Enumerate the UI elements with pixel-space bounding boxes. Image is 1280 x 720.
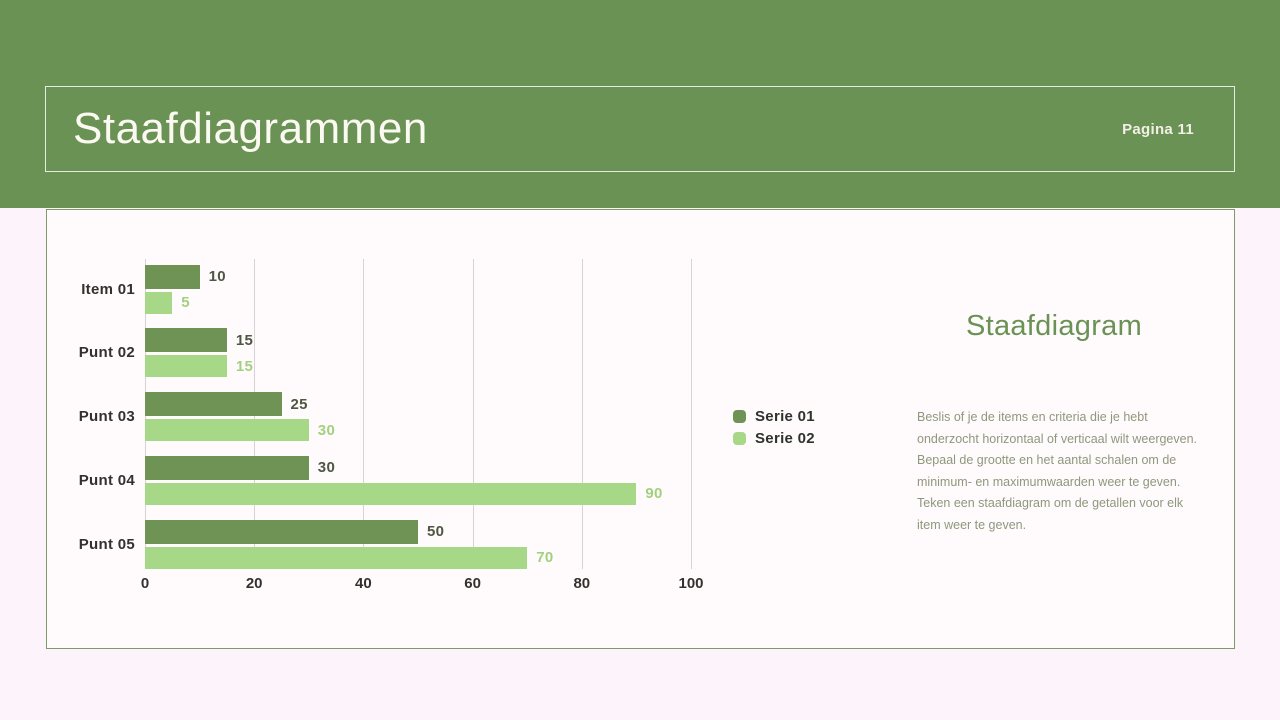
bar-row: 90 bbox=[145, 482, 663, 505]
bar-row: 5 bbox=[145, 291, 226, 314]
gridline bbox=[472, 259, 474, 569]
aside-paragraph: Beslis of je de items en criteria die je… bbox=[917, 410, 1198, 532]
value-label: 90 bbox=[645, 485, 663, 503]
value-label: 15 bbox=[235, 331, 254, 349]
x-axis: 0 20 40 60 80 100 bbox=[141, 575, 775, 595]
category-label: Item 01 bbox=[81, 280, 135, 298]
x-axis-tick-label: 80 bbox=[573, 575, 591, 592]
value-label: 30 bbox=[317, 459, 336, 477]
value-label: 5 bbox=[181, 294, 190, 311]
gridline bbox=[581, 259, 583, 569]
value-label: 10 bbox=[208, 268, 226, 285]
bar-row: 70 bbox=[145, 546, 554, 569]
bar-row: 30 bbox=[145, 455, 663, 480]
value-label: 70 bbox=[536, 549, 554, 567]
bar-serie-01 bbox=[145, 455, 309, 480]
bar-serie-01 bbox=[145, 392, 282, 417]
page-number: Pagina 11 bbox=[1122, 120, 1194, 138]
aside-heading: Staafdiagram bbox=[965, 310, 1143, 342]
value-label: 15 bbox=[235, 357, 254, 375]
bar-group: Punt 03 25 30 bbox=[79, 392, 336, 442]
x-axis-tick-label: 0 bbox=[140, 575, 150, 592]
bar-row: 10 bbox=[145, 264, 226, 289]
x-axis-tick-label: 20 bbox=[245, 575, 263, 592]
content-panel: Item 01 10 5 Punt 02 15 15 Punt 03 25 30 Punt 04 3… bbox=[46, 209, 1235, 649]
gridline bbox=[363, 259, 365, 569]
bar-serie-02 bbox=[145, 482, 637, 505]
bar-serie-01 bbox=[145, 519, 418, 544]
bar-row: 15 bbox=[145, 328, 254, 353]
bar-row: 50 bbox=[145, 519, 553, 544]
bar-group: Punt 04 30 90 bbox=[79, 455, 663, 505]
chart-legend: Serie 01 Serie 02 bbox=[733, 408, 815, 447]
value-label: 50 bbox=[427, 523, 445, 541]
bar-chart: Item 01 10 5 Punt 02 15 15 Punt 03 25 30 Punt 04 3… bbox=[79, 259, 692, 569]
bar-serie-02 bbox=[145, 355, 227, 378]
bar-serie-02 bbox=[145, 291, 173, 314]
title-box: Staafdiagrammen Pagina 11 bbox=[45, 86, 1235, 172]
legend-swatch-serie-02 bbox=[733, 432, 746, 445]
category-label: Punt 03 bbox=[78, 408, 135, 426]
legend-label: Serie 02 bbox=[755, 430, 815, 447]
header-band: Staafdiagrammen Pagina 11 bbox=[0, 0, 1280, 208]
category-label: Punt 05 bbox=[78, 535, 135, 553]
bar-serie-01 bbox=[145, 328, 227, 353]
bar-serie-02 bbox=[145, 546, 528, 569]
gridline bbox=[691, 259, 692, 569]
legend-label: Serie 01 bbox=[755, 408, 815, 425]
value-label: 30 bbox=[317, 421, 336, 439]
legend-item-serie-02: Serie 02 bbox=[733, 430, 815, 447]
value-label: 25 bbox=[290, 395, 308, 413]
bar-row: 15 bbox=[145, 355, 254, 378]
x-axis-tick-label: 100 bbox=[678, 575, 704, 592]
bar-group: Punt 02 15 15 bbox=[79, 328, 254, 378]
category-label: Punt 02 bbox=[78, 344, 135, 362]
x-axis-tick-label: 40 bbox=[355, 575, 372, 592]
legend-item-serie-01: Serie 01 bbox=[733, 408, 815, 425]
bar-row: 30 bbox=[145, 419, 336, 442]
bar-serie-01 bbox=[145, 264, 200, 289]
bar-row: 25 bbox=[145, 392, 335, 417]
x-axis-tick-label: 60 bbox=[464, 575, 481, 592]
category-label: Punt 04 bbox=[78, 471, 135, 489]
bar-serie-02 bbox=[145, 419, 309, 442]
bar-group: Item 01 10 5 bbox=[81, 264, 226, 314]
legend-swatch-serie-01 bbox=[733, 410, 746, 423]
slide-title: Staafdiagrammen bbox=[73, 104, 428, 153]
bar-group: Punt 05 50 70 bbox=[79, 519, 554, 569]
